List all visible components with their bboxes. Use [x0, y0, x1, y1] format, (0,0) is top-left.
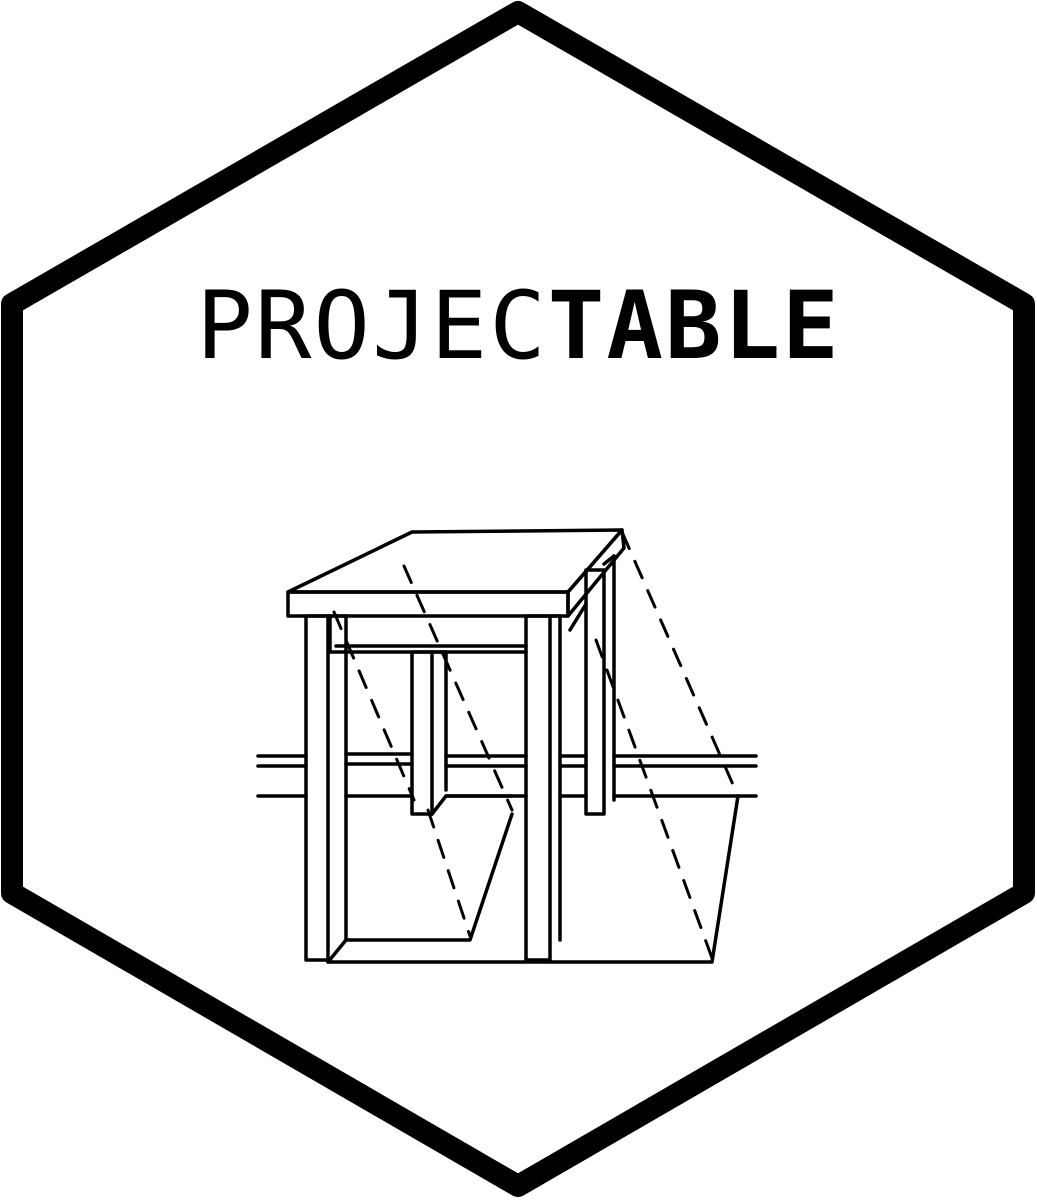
table-projection-sketch-icon [0, 0, 1037, 1200]
logo-hex-sticker: PROJECTABLE [0, 0, 1037, 1200]
